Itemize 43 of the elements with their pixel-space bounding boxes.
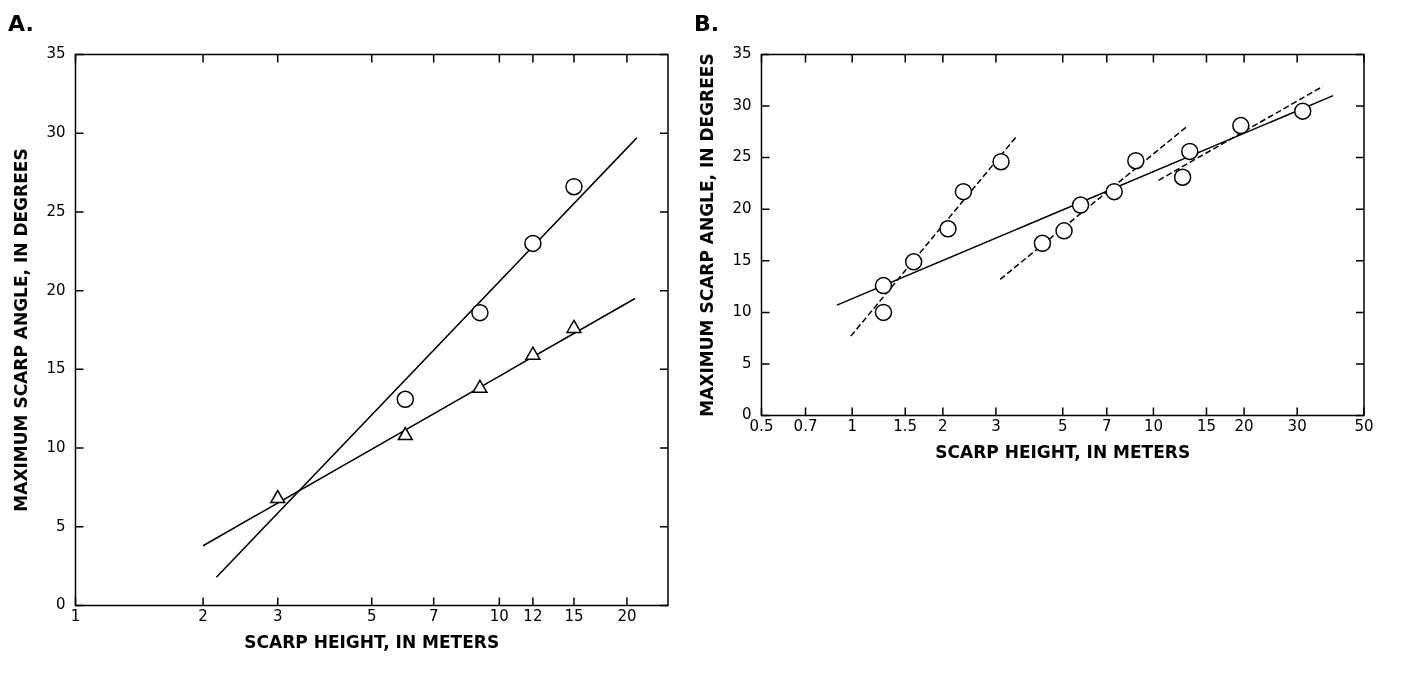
y-tick-label: 15 bbox=[732, 250, 752, 269]
x-tick-label: 30 bbox=[1287, 417, 1307, 436]
y-tick-label: 35 bbox=[732, 44, 752, 63]
x-axis-title: SCARP HEIGHT, IN METERS bbox=[244, 632, 500, 653]
y-tick-label: 20 bbox=[46, 280, 66, 299]
x-tick-label: 7 bbox=[1101, 417, 1112, 436]
y-tick-label: 0 bbox=[55, 595, 66, 614]
x-tick-label: 1.5 bbox=[893, 417, 918, 436]
y-tick-label: 20 bbox=[732, 199, 752, 218]
x-tick-label: 12 bbox=[523, 607, 543, 626]
x-tick-label: 15 bbox=[1196, 417, 1217, 436]
chart-title: A. bbox=[8, 10, 34, 36]
x-tick-label: 3 bbox=[272, 607, 283, 626]
y-tick-label: 25 bbox=[732, 147, 752, 166]
y-tick-label: 15 bbox=[46, 359, 66, 378]
x-tick-label: 0.7 bbox=[793, 417, 818, 436]
x-tick-label: 5 bbox=[1057, 417, 1068, 436]
x-tick-label: 20 bbox=[617, 607, 637, 626]
y-tick-label: 5 bbox=[741, 353, 752, 372]
x-tick-label: 2 bbox=[198, 607, 208, 626]
y-tick-label: 10 bbox=[732, 302, 752, 321]
y-tick-label: 5 bbox=[55, 516, 66, 535]
x-tick-label: 1 bbox=[847, 417, 857, 436]
y-tick-label: 25 bbox=[46, 201, 66, 220]
x-tick-label: 3 bbox=[991, 417, 1001, 436]
y-tick-label: 30 bbox=[732, 95, 752, 114]
x-tick-label: 15 bbox=[564, 607, 584, 626]
x-tick-label: 50 bbox=[1354, 417, 1374, 436]
x-axis-title: SCARP HEIGHT, IN METERS bbox=[935, 442, 1191, 463]
y-tick-label: 30 bbox=[46, 123, 66, 142]
y-axis-title: MAXIMUM SCARP ANGLE, IN DEGREES bbox=[696, 53, 717, 417]
x-tick-label: 0.5 bbox=[749, 417, 774, 436]
x-tick-label: 1 bbox=[70, 607, 81, 626]
y-axis-title: MAXIMUM SCARP ANGLE, IN DEGREES bbox=[10, 148, 31, 512]
chart-title: B. bbox=[694, 10, 720, 36]
y-tick-label: 10 bbox=[46, 438, 66, 456]
x-tick-label: 7 bbox=[428, 607, 439, 626]
x-tick-label: 5 bbox=[366, 607, 377, 626]
x-tick-label: 10 bbox=[489, 607, 509, 626]
x-tick-label: 10 bbox=[1143, 417, 1163, 436]
x-tick-label: 2 bbox=[938, 417, 948, 436]
y-tick-label: 35 bbox=[46, 44, 66, 63]
x-tick-label: 20 bbox=[1234, 417, 1254, 436]
